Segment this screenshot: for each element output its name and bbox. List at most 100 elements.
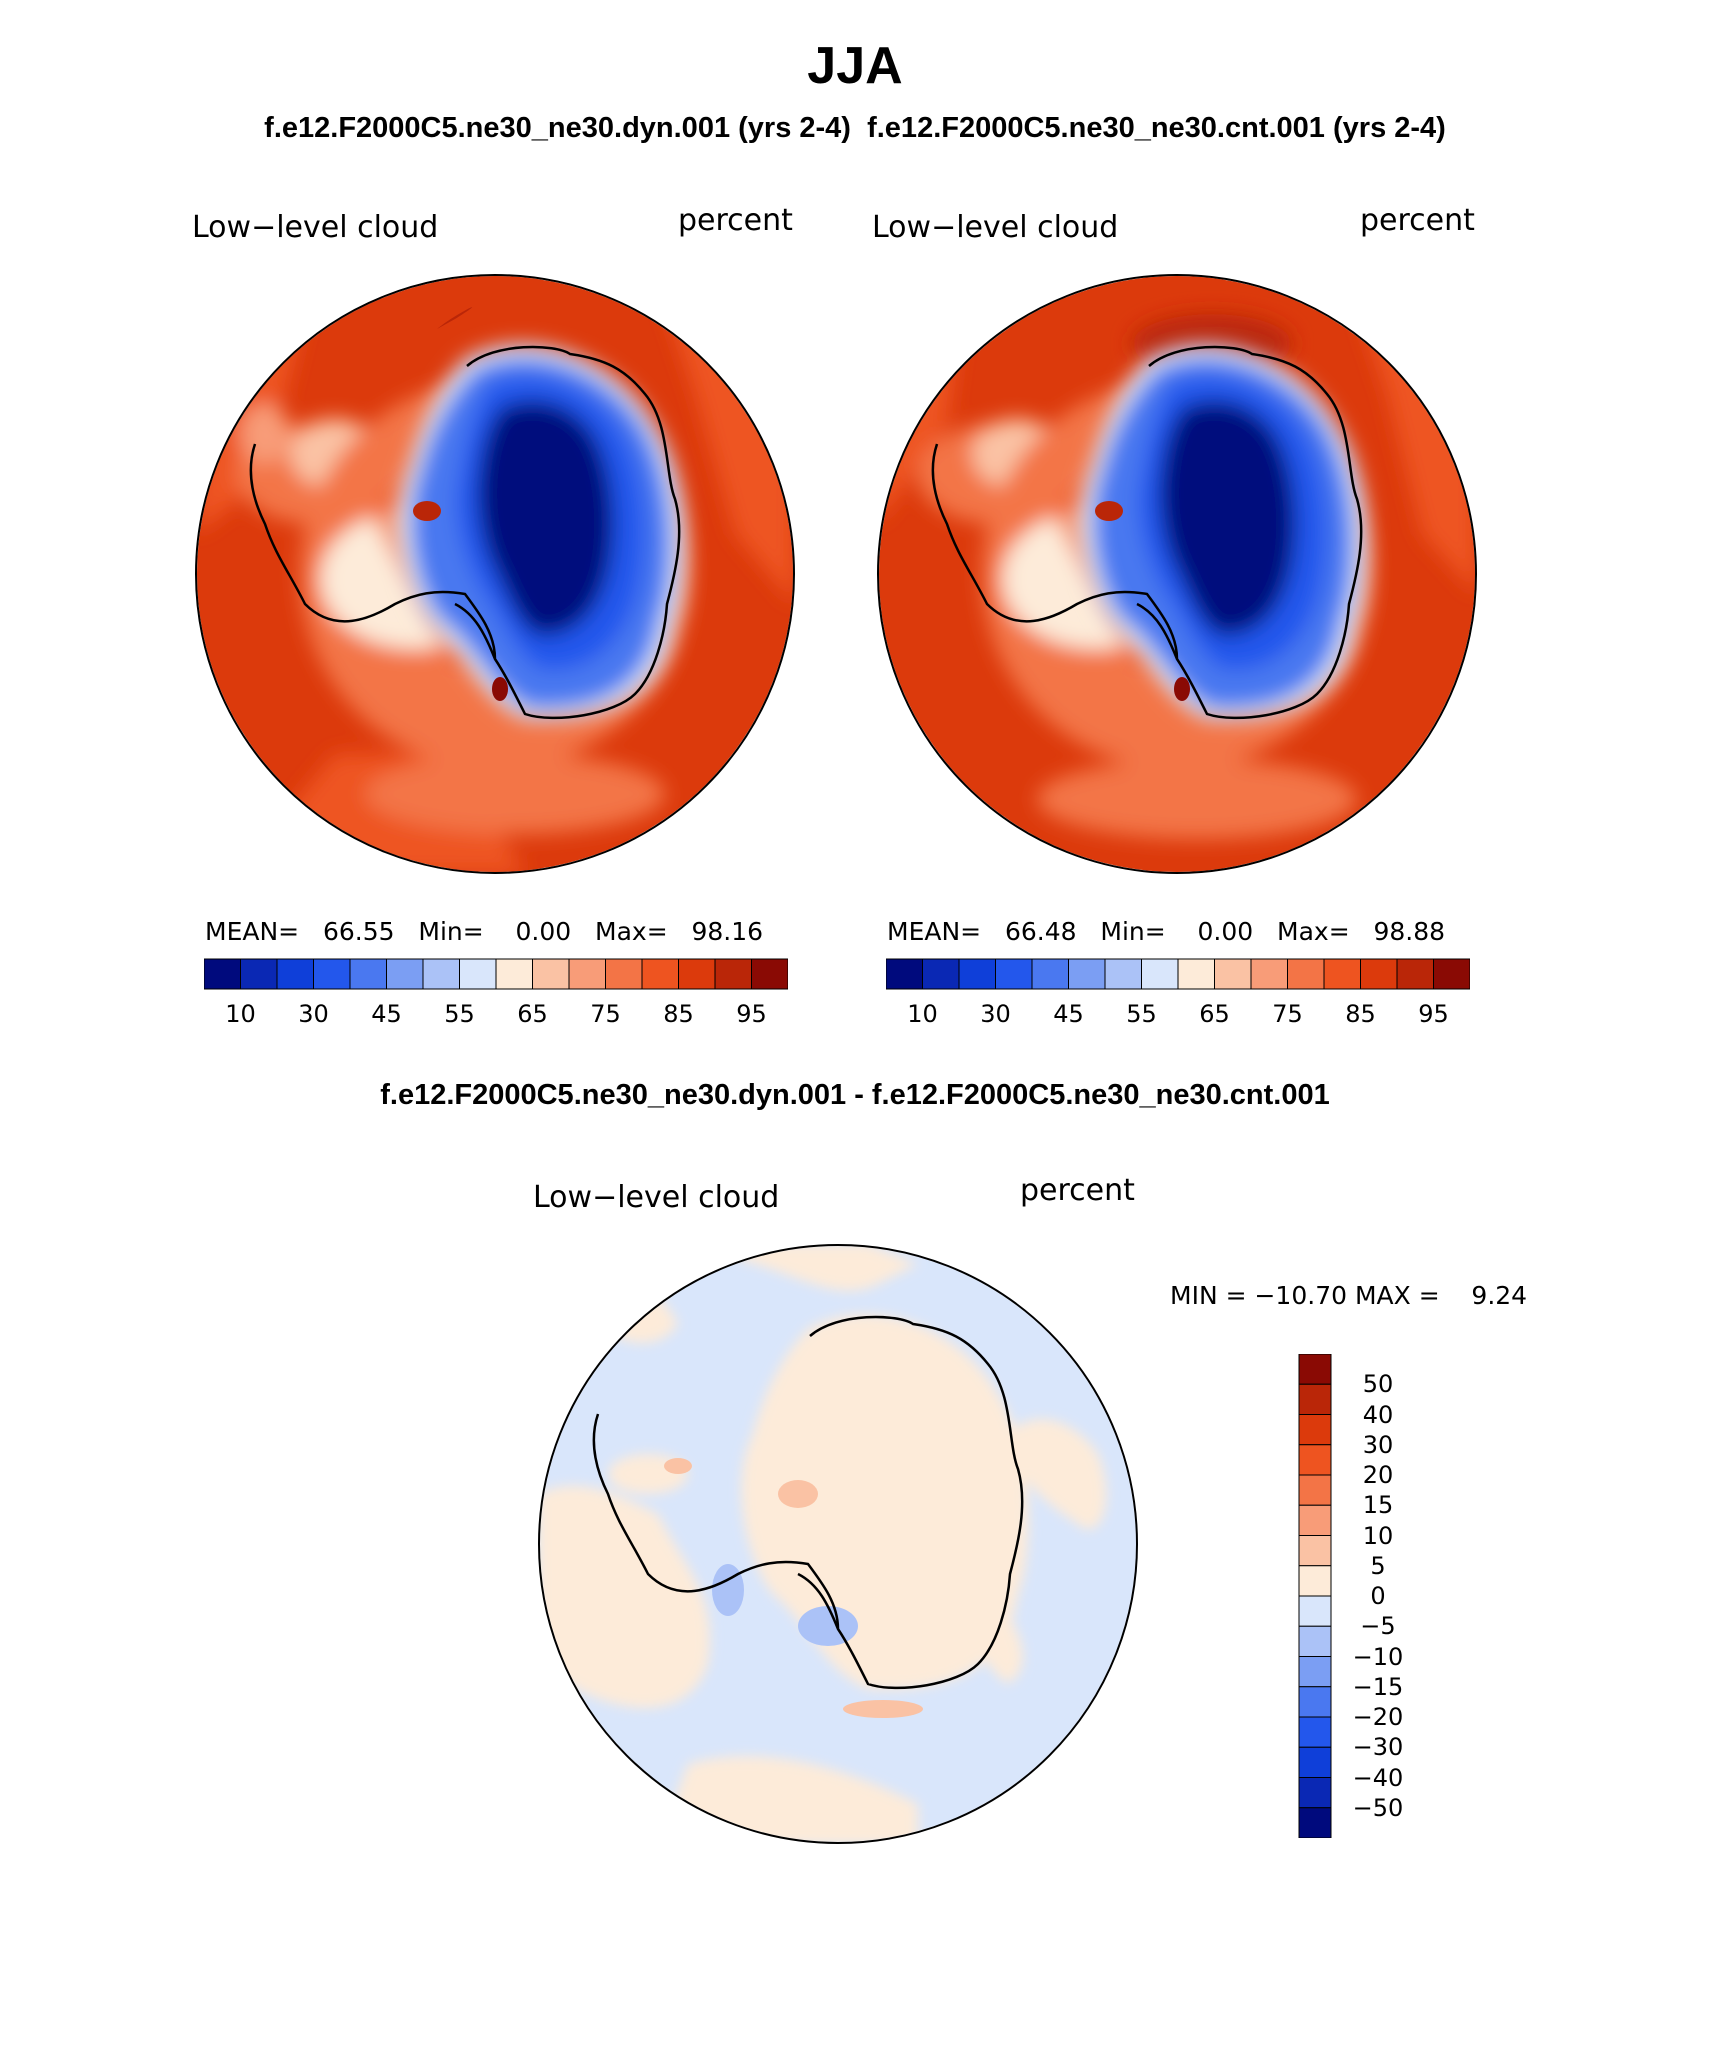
colorbar-swatch [1298, 1656, 1332, 1688]
colorbar-swatch [1298, 1807, 1332, 1838]
colorbar-swatch [1298, 1625, 1332, 1657]
panel1-units-label: percent [678, 203, 793, 238]
colorbar-tick-label: −50 [1352, 1793, 1404, 1822]
panel1-stats: MEAN= 66.55 Min= 0.00 Max= 98.16 [205, 917, 763, 946]
panel1-colorbar [204, 958, 788, 990]
colorbar-swatch [1298, 1746, 1332, 1778]
colorbar-swatch [1323, 958, 1361, 990]
colorbar-swatch [313, 958, 351, 990]
colorbar-swatch [1298, 1444, 1332, 1476]
figure-subtitle: f.e12.F2000C5.ne30_ne30.dyn.001 (yrs 2-4… [0, 112, 1710, 145]
panel2-stats: MEAN= 66.48 Min= 0.00 Max= 98.88 [887, 917, 1445, 946]
colorbar-swatch [422, 958, 460, 990]
map-border [877, 274, 1477, 874]
mean-value: 66.48 [1004, 917, 1077, 946]
max-label: Max= [1277, 917, 1350, 946]
colorbar-swatch [995, 958, 1033, 990]
colorbar-swatch [459, 958, 497, 990]
subtitle-right: f.e12.F2000C5.ne30_ne30.cnt.001 (yrs 2-4… [867, 112, 1446, 144]
colorbar-swatch [1298, 1686, 1332, 1718]
colorbar-swatch [495, 958, 533, 990]
difference-map [538, 1244, 1138, 1844]
colorbar-tick-label: −15 [1352, 1672, 1404, 1701]
colorbar-tick-label: 75 [590, 1000, 621, 1028]
colorbar-tick-label: −10 [1352, 1642, 1404, 1671]
colorbar-swatch [240, 958, 278, 990]
max-label: Max= [595, 917, 668, 946]
colorbar-swatch [714, 958, 752, 990]
colorbar-tick-label: 65 [1199, 1000, 1230, 1028]
colorbar-tick-label: 45 [1053, 1000, 1084, 1028]
figure-title: JJA [807, 37, 903, 95]
colorbar-tick-label: 10 [1362, 1521, 1394, 1550]
colorbar-tick-label: 20 [1362, 1461, 1394, 1489]
colorbar-tick-label: 15 [1362, 1491, 1394, 1520]
colorbar-tick-label: 55 [444, 1000, 475, 1028]
colorbar-tick-label: 95 [1418, 1000, 1449, 1028]
colorbar-swatch [1214, 958, 1252, 990]
antarctica-coastline [592, 1315, 1024, 1690]
panel1-variable-label: Low−level cloud [192, 210, 439, 245]
map-border [195, 274, 795, 874]
colorbar-swatch [1141, 958, 1179, 990]
colorbar-swatch [1250, 958, 1288, 990]
colorbar-tick-label: 10 [907, 1000, 938, 1028]
diff-units-label: percent [1020, 1173, 1135, 1208]
colorbar-swatch [678, 958, 716, 990]
colorbar-swatch [1433, 958, 1470, 990]
colorbar-tick-label: −20 [1352, 1703, 1404, 1731]
diff-minmax: MIN = −10.70 MAX = 9.24 [1170, 1281, 1528, 1310]
colorbar-swatch [532, 958, 570, 990]
colorbar-tick-label: −40 [1352, 1763, 1404, 1792]
colorbar-tick-label: −30 [1352, 1733, 1404, 1762]
colorbar-swatch [1068, 958, 1106, 990]
colorbar-swatch [1360, 958, 1398, 990]
colorbar-swatch [751, 958, 788, 990]
colorbar-swatch [886, 958, 923, 990]
colorbar-swatch [1298, 1354, 1332, 1385]
colorbar-swatch [1298, 1474, 1332, 1506]
colorbar-tick-label: 30 [980, 1000, 1011, 1028]
panel2-colorbar [886, 958, 1470, 990]
colorbar-tick-label: 95 [736, 1000, 767, 1028]
mean-label: MEAN= [205, 917, 300, 946]
colorbar-tick-label: 85 [1345, 1000, 1376, 1028]
min-value: 0.00 [515, 917, 572, 946]
colorbar-swatch [1298, 1777, 1332, 1809]
colorbar-tick-label: 30 [1362, 1430, 1394, 1459]
colorbar-swatch [1298, 1535, 1332, 1567]
antarctica-coastline [249, 345, 681, 720]
panel2-map [877, 274, 1477, 874]
colorbar-swatch [276, 958, 314, 990]
colorbar-swatch [958, 958, 996, 990]
mean-label: MEAN= [887, 917, 982, 946]
colorbar-swatch [1298, 1595, 1332, 1627]
min-label: Min= [418, 917, 484, 946]
min-label: Min= [1100, 917, 1166, 946]
colorbar-tick-label: 50 [1362, 1370, 1394, 1399]
colorbar-tick-label: 65 [517, 1000, 548, 1028]
diff-colorbar [1298, 1354, 1332, 1838]
min-value: 0.00 [1197, 917, 1254, 946]
colorbar-tick-label: 0 [1370, 1582, 1386, 1610]
map-border [538, 1244, 1138, 1844]
max-value: 98.16 [691, 917, 764, 946]
colorbar-swatch [1298, 1383, 1332, 1415]
colorbar-swatch [204, 958, 241, 990]
colorbar-swatch [1298, 1565, 1332, 1597]
colorbar-swatch [568, 958, 606, 990]
colorbar-swatch [1177, 958, 1215, 990]
colorbar-swatch [1104, 958, 1142, 990]
colorbar-tick-label: 45 [371, 1000, 402, 1028]
colorbar-tick-label: 30 [298, 1000, 329, 1028]
colorbar-swatch [1287, 958, 1325, 990]
colorbar-swatch [641, 958, 679, 990]
colorbar-tick-label: 5 [1370, 1551, 1386, 1580]
mean-value: 66.55 [322, 917, 395, 946]
colorbar-tick-label: 40 [1362, 1400, 1394, 1429]
panel2-units-label: percent [1360, 203, 1475, 238]
colorbar-tick-label: 10 [225, 1000, 256, 1028]
colorbar-tick-label: 55 [1126, 1000, 1157, 1028]
colorbar-swatch [1298, 1504, 1332, 1536]
colorbar-tick-label: −5 [1360, 1612, 1396, 1641]
